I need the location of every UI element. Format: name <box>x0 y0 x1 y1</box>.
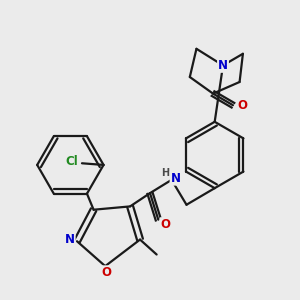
Text: O: O <box>237 99 247 112</box>
Text: N: N <box>65 233 75 246</box>
Text: N: N <box>218 59 228 72</box>
Text: O: O <box>102 266 112 279</box>
Text: N: N <box>170 172 181 185</box>
Text: H: H <box>161 168 169 178</box>
Text: Cl: Cl <box>66 155 78 168</box>
Text: O: O <box>160 218 171 231</box>
